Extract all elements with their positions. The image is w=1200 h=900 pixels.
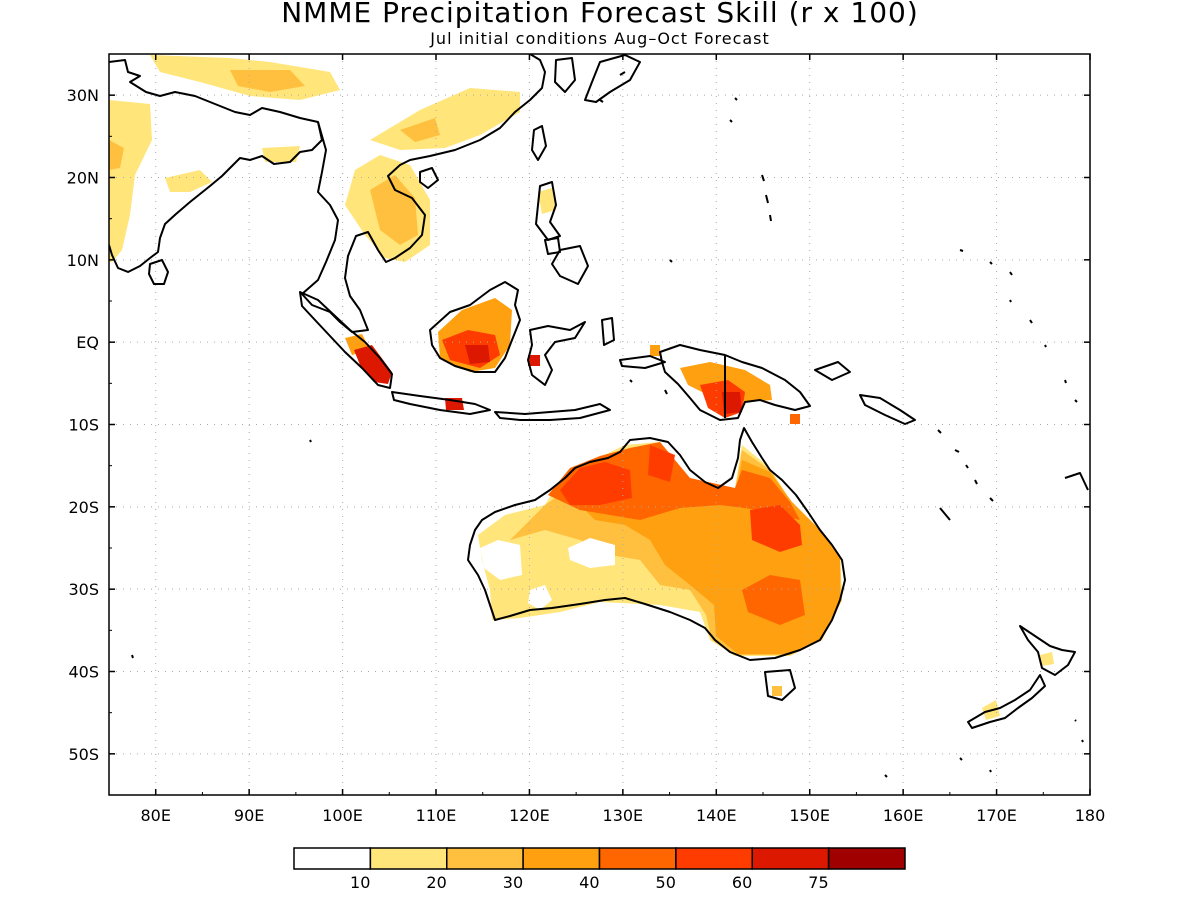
coastline-korea bbox=[554, 57, 576, 93]
coastline-burma-indochina bbox=[301, 54, 546, 333]
x-tick-label: 90E bbox=[234, 806, 264, 825]
coastline-pacific-islands bbox=[131, 71, 1089, 778]
y-tick-label: 40S bbox=[68, 663, 99, 682]
skill-region-philippines bbox=[538, 188, 556, 214]
colorbar-swatch bbox=[522, 847, 601, 870]
coastline-sulawesi bbox=[527, 321, 586, 386]
coastline-luzon bbox=[535, 181, 561, 241]
colorbar-swatch bbox=[675, 847, 753, 870]
skill-region-nz-north bbox=[1040, 652, 1054, 666]
coastline-new-guinea bbox=[659, 344, 811, 421]
colorbar-label: 30 bbox=[503, 873, 523, 892]
colorbar-swatch bbox=[369, 847, 448, 870]
x-tick-label: 130E bbox=[603, 806, 644, 825]
y-tick-label: 50S bbox=[68, 745, 99, 764]
coastline-nz-north bbox=[1019, 625, 1076, 676]
x-axis: 80E 90E 100E 110E 120E 130E 140E 150E 160E 170E 18… bbox=[108, 54, 1106, 825]
skill-region-australia-north-core bbox=[560, 462, 632, 505]
colorbar-swatch bbox=[598, 847, 677, 870]
colorbar-label: 50 bbox=[656, 873, 676, 892]
colorbar-swatch bbox=[827, 847, 906, 870]
x-tick-label: 80E bbox=[140, 806, 170, 825]
colorbar-label: 60 bbox=[732, 873, 752, 892]
skill-region-india-west bbox=[109, 100, 152, 262]
y-tick-label: 30N bbox=[67, 86, 99, 105]
coastlines bbox=[109, 54, 1089, 778]
skill-region-nsw-core bbox=[742, 575, 805, 625]
colorbar: 10 20 30 40 50 60 75 bbox=[293, 847, 906, 892]
colorbar-swatch bbox=[446, 847, 524, 870]
coastline-visayas bbox=[544, 237, 561, 255]
skill-region-borneo-max bbox=[465, 345, 490, 364]
skill-region-solomons bbox=[790, 414, 800, 424]
x-tick-label: 140E bbox=[696, 806, 737, 825]
coastline-new-britain bbox=[814, 361, 851, 381]
skill-region-india-core bbox=[109, 140, 124, 170]
y-axis: 30N 20N 10N EQ 10S 20S 30S 40S 50S bbox=[67, 53, 1090, 796]
colorbar-label: 20 bbox=[426, 873, 446, 892]
skill-region-queensland-core bbox=[750, 505, 802, 552]
y-tick-label: 10N bbox=[67, 251, 99, 270]
skill-region-indochina-core bbox=[370, 175, 418, 245]
y-tick-label: 30S bbox=[68, 580, 99, 599]
colorbar-label: 40 bbox=[579, 873, 599, 892]
x-tick-label: 170E bbox=[976, 806, 1017, 825]
x-tick-label: 110E bbox=[416, 806, 457, 825]
coastline-seram bbox=[619, 355, 666, 369]
skill-region-new-guinea-max bbox=[722, 392, 742, 414]
skill-region-sumatra-south bbox=[354, 345, 392, 384]
coastline-java bbox=[391, 391, 491, 415]
skill-region-wa-low bbox=[568, 538, 615, 568]
skill-region-tasmania bbox=[772, 686, 782, 696]
colorbar-swatch bbox=[293, 847, 372, 870]
skill-region-burma bbox=[262, 146, 300, 162]
x-tick-label: 100E bbox=[322, 806, 363, 825]
y-tick-label: 20N bbox=[67, 169, 99, 188]
x-tick-label: 180 bbox=[1075, 806, 1106, 825]
coastline-lesser-sunda bbox=[494, 403, 611, 421]
coastline-sumatra bbox=[299, 291, 393, 389]
x-tick-label: 160E bbox=[883, 806, 924, 825]
skill-region-sulawesi bbox=[528, 355, 540, 366]
skill-region-wa-low-3 bbox=[528, 585, 552, 610]
coastline-hainan bbox=[419, 167, 439, 189]
skill-region-wa-low-2 bbox=[480, 540, 522, 580]
colorbar-label: 10 bbox=[350, 873, 370, 892]
map-gridlines bbox=[109, 54, 1090, 795]
coastline-tasmania bbox=[764, 669, 796, 701]
skill-region-bay-bengal bbox=[165, 170, 212, 192]
coastline-taiwan bbox=[531, 125, 547, 161]
coastline-asia bbox=[109, 59, 323, 273]
coastline-australia bbox=[467, 427, 846, 661]
skill-region-china-core bbox=[400, 118, 440, 142]
x-tick-label: 150E bbox=[789, 806, 830, 825]
y-tick-label: EQ bbox=[76, 333, 99, 352]
coastline-sri-lanka bbox=[148, 259, 169, 285]
y-tick-label: 20S bbox=[68, 498, 99, 517]
coastline-borneo bbox=[429, 281, 521, 373]
colorbar-swatch bbox=[751, 847, 830, 870]
skill-region-australia-north-east bbox=[648, 445, 675, 482]
chart-title: NMME Precipitation Forecast Skill (r x 1… bbox=[281, 0, 919, 29]
coastline-japan bbox=[584, 54, 641, 103]
coastline-mindanao bbox=[551, 245, 589, 285]
chart-subtitle: Jul initial conditions Aug–Oct Forecast bbox=[430, 29, 770, 48]
coastline-nz-south bbox=[967, 674, 1046, 729]
x-tick-label: 120E bbox=[509, 806, 550, 825]
y-tick-label: 10S bbox=[68, 416, 99, 435]
coastline-solomon-islands bbox=[859, 394, 916, 425]
skill-region-moluccas bbox=[650, 345, 660, 356]
coastline-halmahera bbox=[601, 317, 615, 346]
colorbar-label: 75 bbox=[808, 873, 828, 892]
